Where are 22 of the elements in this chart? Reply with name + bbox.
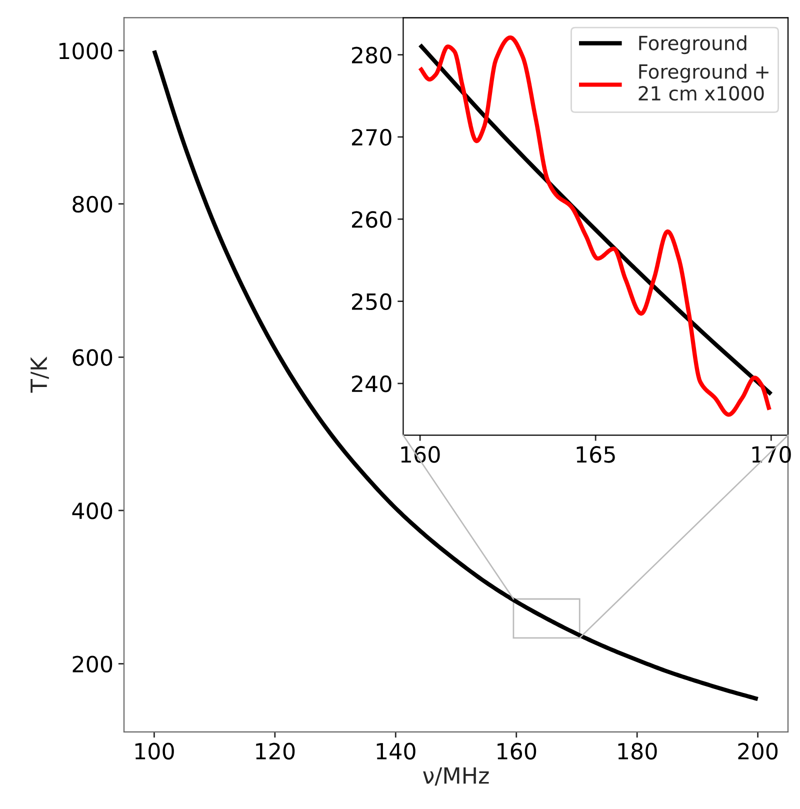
- y-tick-label: 240: [352, 375, 392, 392]
- y-tick-label: 400: [72, 502, 112, 520]
- x-tick-label: 120: [256, 742, 295, 760]
- x-tick-label: 180: [618, 742, 657, 760]
- y-tick-label: 1000: [59, 42, 112, 60]
- x-tick-label: 200: [738, 742, 778, 760]
- x-tick-label: 100: [135, 742, 174, 760]
- y-tick-label: 200: [72, 656, 112, 673]
- y-tick-label: 600: [72, 349, 112, 366]
- legend-label: Foreground + 21 cm x1000: [638, 64, 768, 101]
- x-tick-label: 140: [376, 742, 416, 760]
- legend-label: Foreground: [639, 35, 746, 54]
- y-tick-label: 280: [352, 46, 392, 64]
- x-tick-label: 165: [576, 446, 615, 463]
- x-tick-label: 160: [401, 446, 440, 463]
- y-tick-label: 260: [352, 211, 392, 228]
- y-tick-label: 270: [352, 128, 392, 146]
- y-tick-label: 800: [72, 196, 112, 213]
- x-axis-title: ν/MHz: [423, 767, 489, 786]
- x-tick-label: 160: [498, 742, 536, 760]
- y-axis-title: T/K: [30, 356, 49, 393]
- y-tick-label: 250: [352, 293, 392, 310]
